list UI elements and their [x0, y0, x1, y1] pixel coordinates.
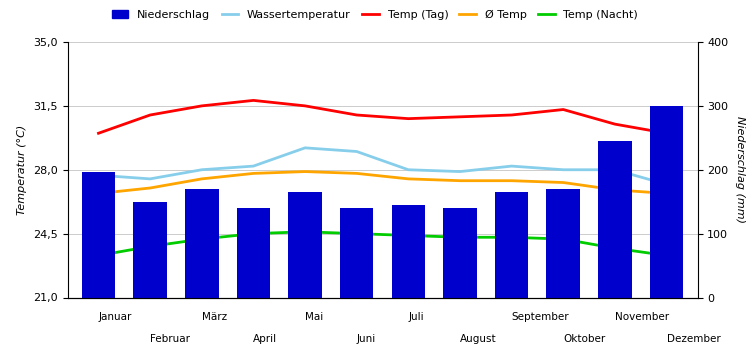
Bar [236, 208, 270, 298]
Temp (Nacht) [662, 253, 671, 258]
Bar [598, 141, 632, 298]
Wassertemperatur [455, 169, 464, 174]
Text: Februar: Februar [150, 334, 190, 344]
Ø Temp [352, 171, 362, 175]
Temp (Tag) [610, 122, 620, 126]
Text: Januar: Januar [98, 312, 132, 322]
Temp (Tag) [146, 113, 154, 117]
Text: März: März [202, 312, 227, 322]
Ø Temp [662, 191, 671, 196]
Bar [392, 205, 425, 298]
Line: Temp (Tag): Temp (Tag) [98, 100, 667, 133]
Temp (Nacht) [455, 235, 464, 239]
Wassertemperatur [559, 168, 568, 172]
Ø Temp [197, 177, 206, 181]
Temp (Nacht) [559, 237, 568, 241]
Ø Temp [610, 188, 620, 192]
Wassertemperatur [249, 164, 258, 168]
Ø Temp [507, 178, 516, 183]
Temp (Tag) [197, 104, 206, 108]
Temp (Tag) [352, 113, 362, 117]
Temp (Nacht) [301, 230, 310, 234]
Wassertemperatur [662, 182, 671, 187]
Ø Temp [146, 186, 154, 190]
Wassertemperatur [301, 146, 310, 150]
Temp (Tag) [94, 131, 103, 135]
Line: Ø Temp: Ø Temp [98, 172, 667, 194]
Ø Temp [249, 171, 258, 175]
Legend: Niederschlag, Wassertemperatur, Temp (Tag), Ø Temp, Temp (Nacht): Niederschlag, Wassertemperatur, Temp (Ta… [107, 6, 643, 25]
Bar [185, 189, 218, 298]
Text: Juli: Juli [408, 312, 424, 322]
Wassertemperatur [610, 168, 620, 172]
Text: Dezember: Dezember [667, 334, 720, 344]
Temp (Nacht) [610, 246, 620, 250]
Temp (Nacht) [507, 235, 516, 239]
Text: August: August [460, 334, 497, 344]
Bar [288, 192, 322, 298]
Temp (Tag) [559, 107, 568, 112]
Bar [495, 192, 529, 298]
Bar [650, 106, 683, 298]
Y-axis label: Temperatur (°C): Temperatur (°C) [17, 125, 28, 215]
Wassertemperatur [352, 149, 362, 154]
Temp (Tag) [455, 115, 464, 119]
Line: Wassertemperatur: Wassertemperatur [98, 148, 667, 184]
Temp (Tag) [404, 117, 412, 121]
Temp (Nacht) [146, 244, 154, 248]
Temp (Nacht) [94, 253, 103, 258]
Text: September: September [512, 312, 569, 322]
Ø Temp [94, 191, 103, 196]
Ø Temp [404, 177, 412, 181]
Bar [547, 189, 580, 298]
Temp (Tag) [301, 104, 310, 108]
Ø Temp [455, 178, 464, 183]
Bar [443, 208, 477, 298]
Bar [82, 172, 116, 298]
Line: Temp (Nacht): Temp (Nacht) [98, 232, 667, 256]
Temp (Nacht) [404, 233, 412, 238]
Temp (Tag) [507, 113, 516, 117]
Bar [340, 208, 374, 298]
Bar [134, 202, 167, 298]
Text: Oktober: Oktober [563, 334, 605, 344]
Text: November: November [615, 312, 669, 322]
Text: April: April [254, 334, 278, 344]
Temp (Nacht) [249, 232, 258, 236]
Wassertemperatur [146, 177, 154, 181]
Temp (Nacht) [352, 232, 362, 236]
Wassertemperatur [197, 168, 206, 172]
Wassertemperatur [404, 168, 412, 172]
Y-axis label: Niederschlag (mm): Niederschlag (mm) [735, 116, 745, 223]
Temp (Tag) [662, 131, 671, 135]
Text: Mai: Mai [305, 312, 323, 322]
Wassertemperatur [507, 164, 516, 168]
Wassertemperatur [94, 173, 103, 177]
Ø Temp [559, 180, 568, 184]
Temp (Nacht) [197, 237, 206, 241]
Ø Temp [301, 169, 310, 174]
Temp (Tag) [249, 98, 258, 103]
Text: Juni: Juni [357, 334, 376, 344]
